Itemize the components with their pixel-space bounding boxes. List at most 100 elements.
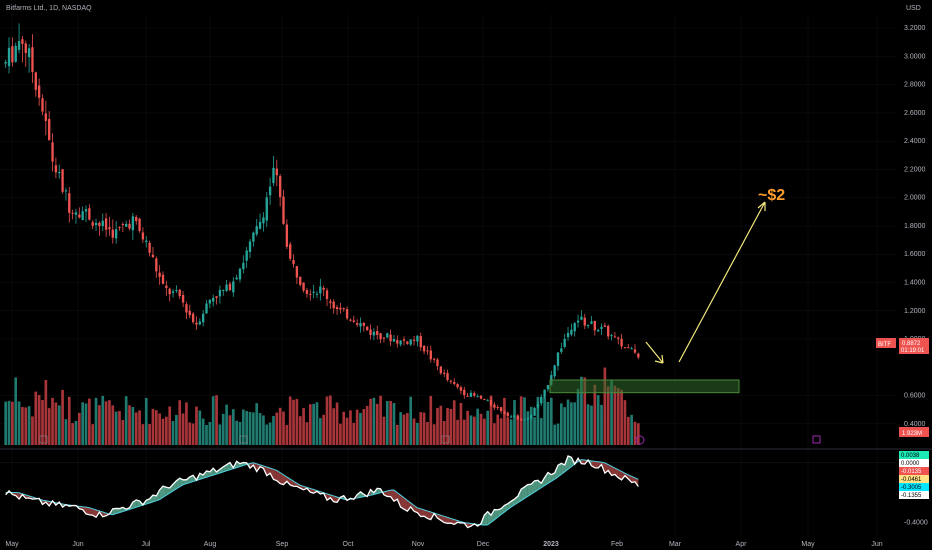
candle-body (576, 320, 580, 323)
last-price-tag: BITF 0.8872 01:19:01 (876, 338, 929, 354)
osc-fill (517, 489, 522, 503)
volume-bar (556, 423, 560, 445)
volume-bar (613, 385, 617, 445)
volume-bar (543, 397, 546, 445)
volume-bar (325, 396, 329, 445)
candle-body (519, 419, 523, 421)
candle-body (446, 373, 449, 381)
candle-body (560, 348, 563, 352)
osc-fill (621, 471, 625, 480)
volume-bar (362, 409, 366, 445)
candle-body (463, 389, 466, 396)
osc-fill (206, 470, 210, 478)
price-tick-label: 2.2000 (904, 166, 926, 173)
volume-bar (503, 397, 506, 445)
volume-bar (64, 419, 68, 445)
candle-body (215, 296, 218, 298)
candle-body (222, 289, 225, 291)
time-tick-label: Feb (611, 541, 623, 548)
volume-bar (258, 413, 262, 445)
osc-fill (527, 484, 532, 497)
osc-fill (276, 470, 281, 484)
candle-body (409, 339, 412, 345)
candle-body (586, 324, 590, 326)
candle-body (523, 419, 526, 421)
volume-bar (389, 400, 392, 445)
candle-body (546, 385, 550, 390)
volume-bar (94, 397, 98, 445)
osc-fill (544, 472, 548, 486)
candle-body (469, 392, 473, 397)
candle-body (118, 226, 121, 228)
candle-body (473, 393, 476, 396)
candle-body (396, 340, 399, 344)
volume-bar (479, 413, 483, 445)
candle-body (302, 282, 305, 291)
volume-bar (292, 399, 295, 445)
candle-body (530, 415, 533, 419)
candle-body (252, 232, 255, 242)
candle-body (436, 359, 439, 367)
volume-bar (412, 418, 416, 445)
volume-bar (268, 422, 272, 445)
candle-body (155, 258, 158, 272)
candle-body (623, 347, 627, 349)
osc-fill (179, 478, 184, 487)
volume-bar (636, 423, 640, 445)
volume-bar (533, 417, 536, 445)
volume-bar (24, 407, 28, 445)
volume-bar (298, 416, 302, 445)
event-markers[interactable] (39, 435, 821, 445)
volume-bar (603, 367, 607, 445)
candle-body (181, 294, 185, 303)
volume-bar (84, 403, 88, 445)
volume-bar (302, 408, 305, 445)
volume-bar (359, 412, 362, 445)
volume-bar (345, 417, 349, 445)
volume-bar (573, 402, 577, 445)
price-axis[interactable]: 3.2000 3.0000 2.8000 2.6000 2.4000 2.2000 2.00… (904, 25, 926, 428)
volume-bar (231, 409, 235, 445)
candle-body (242, 262, 245, 270)
candle-body (131, 216, 135, 231)
candlesticks[interactable] (4, 23, 640, 422)
candle-body (603, 325, 607, 327)
osc-fill (390, 490, 394, 502)
candle-body (11, 46, 14, 63)
volume-bar (158, 413, 161, 445)
candle-body (135, 216, 138, 222)
candle-body (376, 330, 379, 335)
volume-bar (165, 416, 168, 445)
volume-bar (144, 397, 148, 445)
time-tick-label: Jul (142, 541, 151, 548)
volume-bar (566, 399, 570, 445)
volume-bar (114, 411, 118, 445)
candle-body (104, 218, 108, 230)
volume-bar (352, 422, 356, 445)
volume-bar (148, 424, 151, 445)
osc-fill (568, 455, 572, 470)
candle-body (91, 222, 94, 226)
time-tick-label: May (5, 541, 19, 548)
osc-tick-label: -0.4000 (904, 520, 928, 527)
volume-bar (466, 410, 469, 445)
volume-bar (91, 424, 95, 445)
volume-bar (365, 405, 369, 445)
time-tick-label: Dec (477, 541, 490, 548)
volume-bar (241, 409, 245, 445)
candle-body (456, 384, 459, 388)
volume-bar (546, 401, 550, 445)
osc-fill (86, 507, 90, 515)
candle-body (305, 290, 309, 294)
volume-bar (138, 410, 141, 445)
candle-body (138, 218, 141, 232)
volume-value: 1.923M (902, 431, 922, 437)
volume-bar (489, 395, 493, 445)
arrow-down-icon (645, 341, 664, 364)
candle-body (205, 303, 208, 314)
time-tick-label: Mar (669, 541, 682, 548)
time-axis[interactable]: May Jun Jul Aug Sep Oct Nov Dec 2023 Mar Apr May Jun… (5, 541, 882, 548)
candle-body (282, 196, 285, 224)
candle-body (593, 321, 596, 331)
